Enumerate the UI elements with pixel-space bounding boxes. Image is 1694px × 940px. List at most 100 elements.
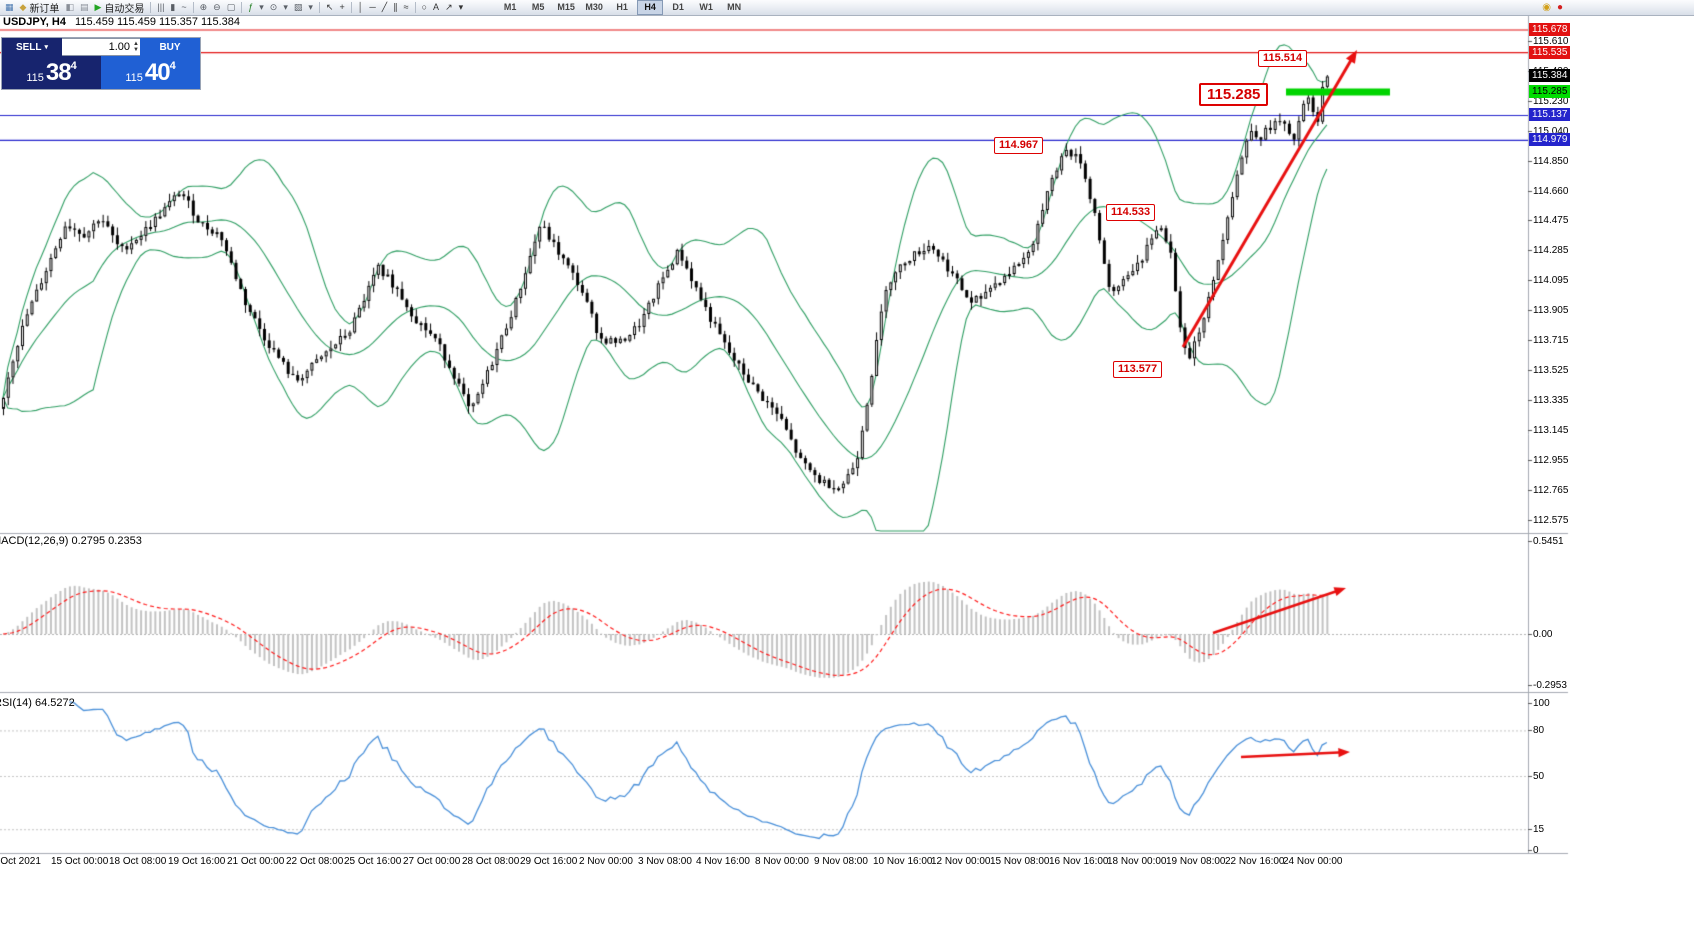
toolbar-icon-glyph: ▮	[170, 2, 176, 12]
buy-button[interactable]: BUY	[140, 38, 200, 56]
fibonacci-icon[interactable]: ≈	[402, 1, 411, 14]
toolbar-icon[interactable]	[414, 2, 416, 13]
zoom-in-icon[interactable]: ⊕	[198, 1, 210, 14]
price-annotation[interactable]: 114.967	[994, 137, 1044, 154]
price-annotation[interactable]: 114.533	[1106, 204, 1156, 221]
volume-down-icon[interactable]: ▼	[133, 47, 139, 53]
toolbar-icon-glyph: ◧	[65, 2, 74, 12]
text-icon[interactable]: A	[431, 1, 441, 14]
time-axis-label: 8 Nov 00:00	[755, 856, 809, 867]
time-axis-label: 4 Nov 16:00	[696, 856, 750, 867]
autotrading-button[interactable]: ▶ 自动交易	[92, 1, 146, 15]
toolbar-icon-glyph: ▤	[79, 2, 89, 12]
price-scale-tick: 115.230	[1533, 96, 1569, 107]
toolbar-icon-glyph: ∥	[393, 2, 398, 12]
sell-price-frac: 4	[70, 60, 77, 72]
chart-profiles-icon[interactable]: ◧	[63, 1, 76, 14]
candlestick-chart-icon[interactable]: ▮	[168, 1, 177, 14]
timeframe-m30[interactable]: M30	[585, 2, 603, 12]
time-axis-label: 19 Oct 16:00	[168, 856, 226, 867]
rsi-scale-label: 0	[1533, 845, 1539, 856]
timeframe-w1[interactable]: W1	[699, 2, 713, 12]
timeframe-h1[interactable]: H1	[616, 2, 628, 12]
time-axis-label: 12 Nov 00:00	[931, 856, 991, 867]
time-axis-label: 18 Oct 08:00	[109, 856, 167, 867]
price-scale-tick: 113.525	[1533, 365, 1569, 376]
timeframe-bar: M1 M5 M15 M30 H1 H4 D1 W1 MN	[496, 0, 748, 15]
vertical-line-icon[interactable]: │	[356, 1, 366, 14]
timeframe-m5[interactable]: M5	[531, 2, 545, 12]
status-icon-glyph: ●	[1556, 2, 1563, 13]
price-annotation[interactable]: 115.285	[1199, 83, 1269, 106]
time-axis-label: 27 Oct 00:00	[403, 856, 461, 867]
rsi-scale-label: 80	[1533, 725, 1545, 736]
price-annotation[interactable]: 115.514	[1258, 50, 1308, 67]
shapes-icon[interactable]: ○	[420, 1, 429, 14]
channel-icon[interactable]: ∥	[391, 1, 400, 14]
sell-price-pips: 38	[45, 58, 72, 86]
toolbar-icon[interactable]	[318, 2, 320, 13]
indicators-dropdown-icon[interactable]: ▾	[257, 1, 266, 14]
new-order-button[interactable]: ◆ 新订单	[18, 1, 62, 15]
toolbar-icon[interactable]	[150, 2, 152, 13]
rsi-scale-label: 100	[1533, 698, 1550, 709]
chart-ohlc-values: 115.459 115.459 115.357 115.384	[75, 16, 240, 28]
price-annotation[interactable]: 113.577	[1113, 361, 1163, 378]
zoom-out-icon[interactable]: ⊖	[211, 1, 223, 14]
toolbar-icon-glyph: ƒ	[248, 2, 254, 12]
horizontal-line-icon[interactable]: ─	[367, 1, 377, 14]
toolbar: ▦ ◆ 新订单 ◧ ▤ ▶ 自动交易	[0, 0, 1694, 16]
crosshair-icon[interactable]: +	[337, 1, 346, 14]
tile-windows-icon[interactable]: ▢	[225, 1, 238, 14]
news-icon[interactable]: ◉	[1540, 1, 1553, 14]
timeframe-m1[interactable]: M1	[503, 2, 517, 12]
periods-dropdown-icon[interactable]: ▾	[281, 1, 290, 14]
indicators-icon[interactable]: ƒ	[246, 1, 255, 14]
buy-price-display[interactable]: 115 40 4	[101, 56, 200, 89]
price-scale-box: 115.678	[1529, 23, 1571, 36]
connection-status-icon[interactable]: ●	[1555, 1, 1565, 14]
price-scale-tick: 112.575	[1533, 515, 1569, 526]
toolbar-icon-glyph: A	[433, 2, 440, 12]
toolbar-button-label: 新订单	[29, 4, 60, 15]
time-axis-label: 22 Nov 16:00	[1225, 856, 1285, 867]
volume-up-icon[interactable]: ▲	[133, 41, 139, 47]
time-axis-label: 15 Oct 00:00	[51, 856, 109, 867]
trendline-icon[interactable]: ╱	[380, 1, 389, 14]
periods-icon[interactable]: ⊙	[268, 1, 280, 14]
toolbar-icon-glyph: +	[339, 2, 345, 12]
toolbar-icon-glyph: ↖	[325, 2, 334, 12]
timeframe-h4[interactable]: H4	[637, 0, 664, 15]
timeframe-mn[interactable]: MN	[727, 2, 742, 12]
sell-price-display[interactable]: 115 38 4	[2, 56, 101, 89]
toolbar-icon-glyph: ╱	[381, 2, 388, 12]
cursor-icon[interactable]: ↖	[324, 1, 336, 14]
buy-price-frac: 4	[169, 60, 176, 72]
toolbar-icon[interactable]	[350, 2, 352, 13]
macd-scale-label: -0.2953	[1533, 680, 1567, 691]
toolbar-icon-glyph: ⊕	[199, 2, 208, 12]
volume-input[interactable]: 1.00 ▲ ▼	[62, 38, 140, 56]
more-tools-dropdown-icon[interactable]: ▾	[457, 1, 466, 14]
price-scale-tick: 115.040	[1533, 126, 1569, 137]
time-axis-label: 29 Oct 16:00	[520, 856, 578, 867]
toolbar-icon[interactable]	[241, 2, 243, 13]
toolbar-icon[interactable]	[192, 2, 194, 13]
bar-chart-icon[interactable]: |||	[155, 1, 166, 14]
time-axis-label: 22 Oct 08:00	[286, 856, 344, 867]
price-scale-tick: 113.905	[1533, 305, 1569, 316]
templates-icon[interactable]: ▧	[292, 1, 305, 14]
templates-dropdown-icon[interactable]: ▾	[306, 1, 315, 14]
toolbar-icon-glyph: |||	[157, 2, 165, 12]
new-chart-icon[interactable]: ▦	[3, 1, 16, 14]
rsi-indicator-label: RSI(14) 64.5272	[0, 697, 75, 709]
time-axis-label: 9 Nov 08:00	[814, 856, 868, 867]
price-scale-tick: 114.850	[1533, 156, 1569, 167]
line-chart-icon[interactable]: ~	[179, 1, 188, 14]
sell-button[interactable]: SELL ▾	[2, 38, 62, 56]
timeframe-m15[interactable]: M15	[557, 2, 575, 12]
data-window-icon[interactable]: ▤	[78, 1, 91, 14]
arrow-tools-icon[interactable]: ↗	[443, 1, 455, 14]
timeframe-d1[interactable]: D1	[672, 2, 684, 12]
